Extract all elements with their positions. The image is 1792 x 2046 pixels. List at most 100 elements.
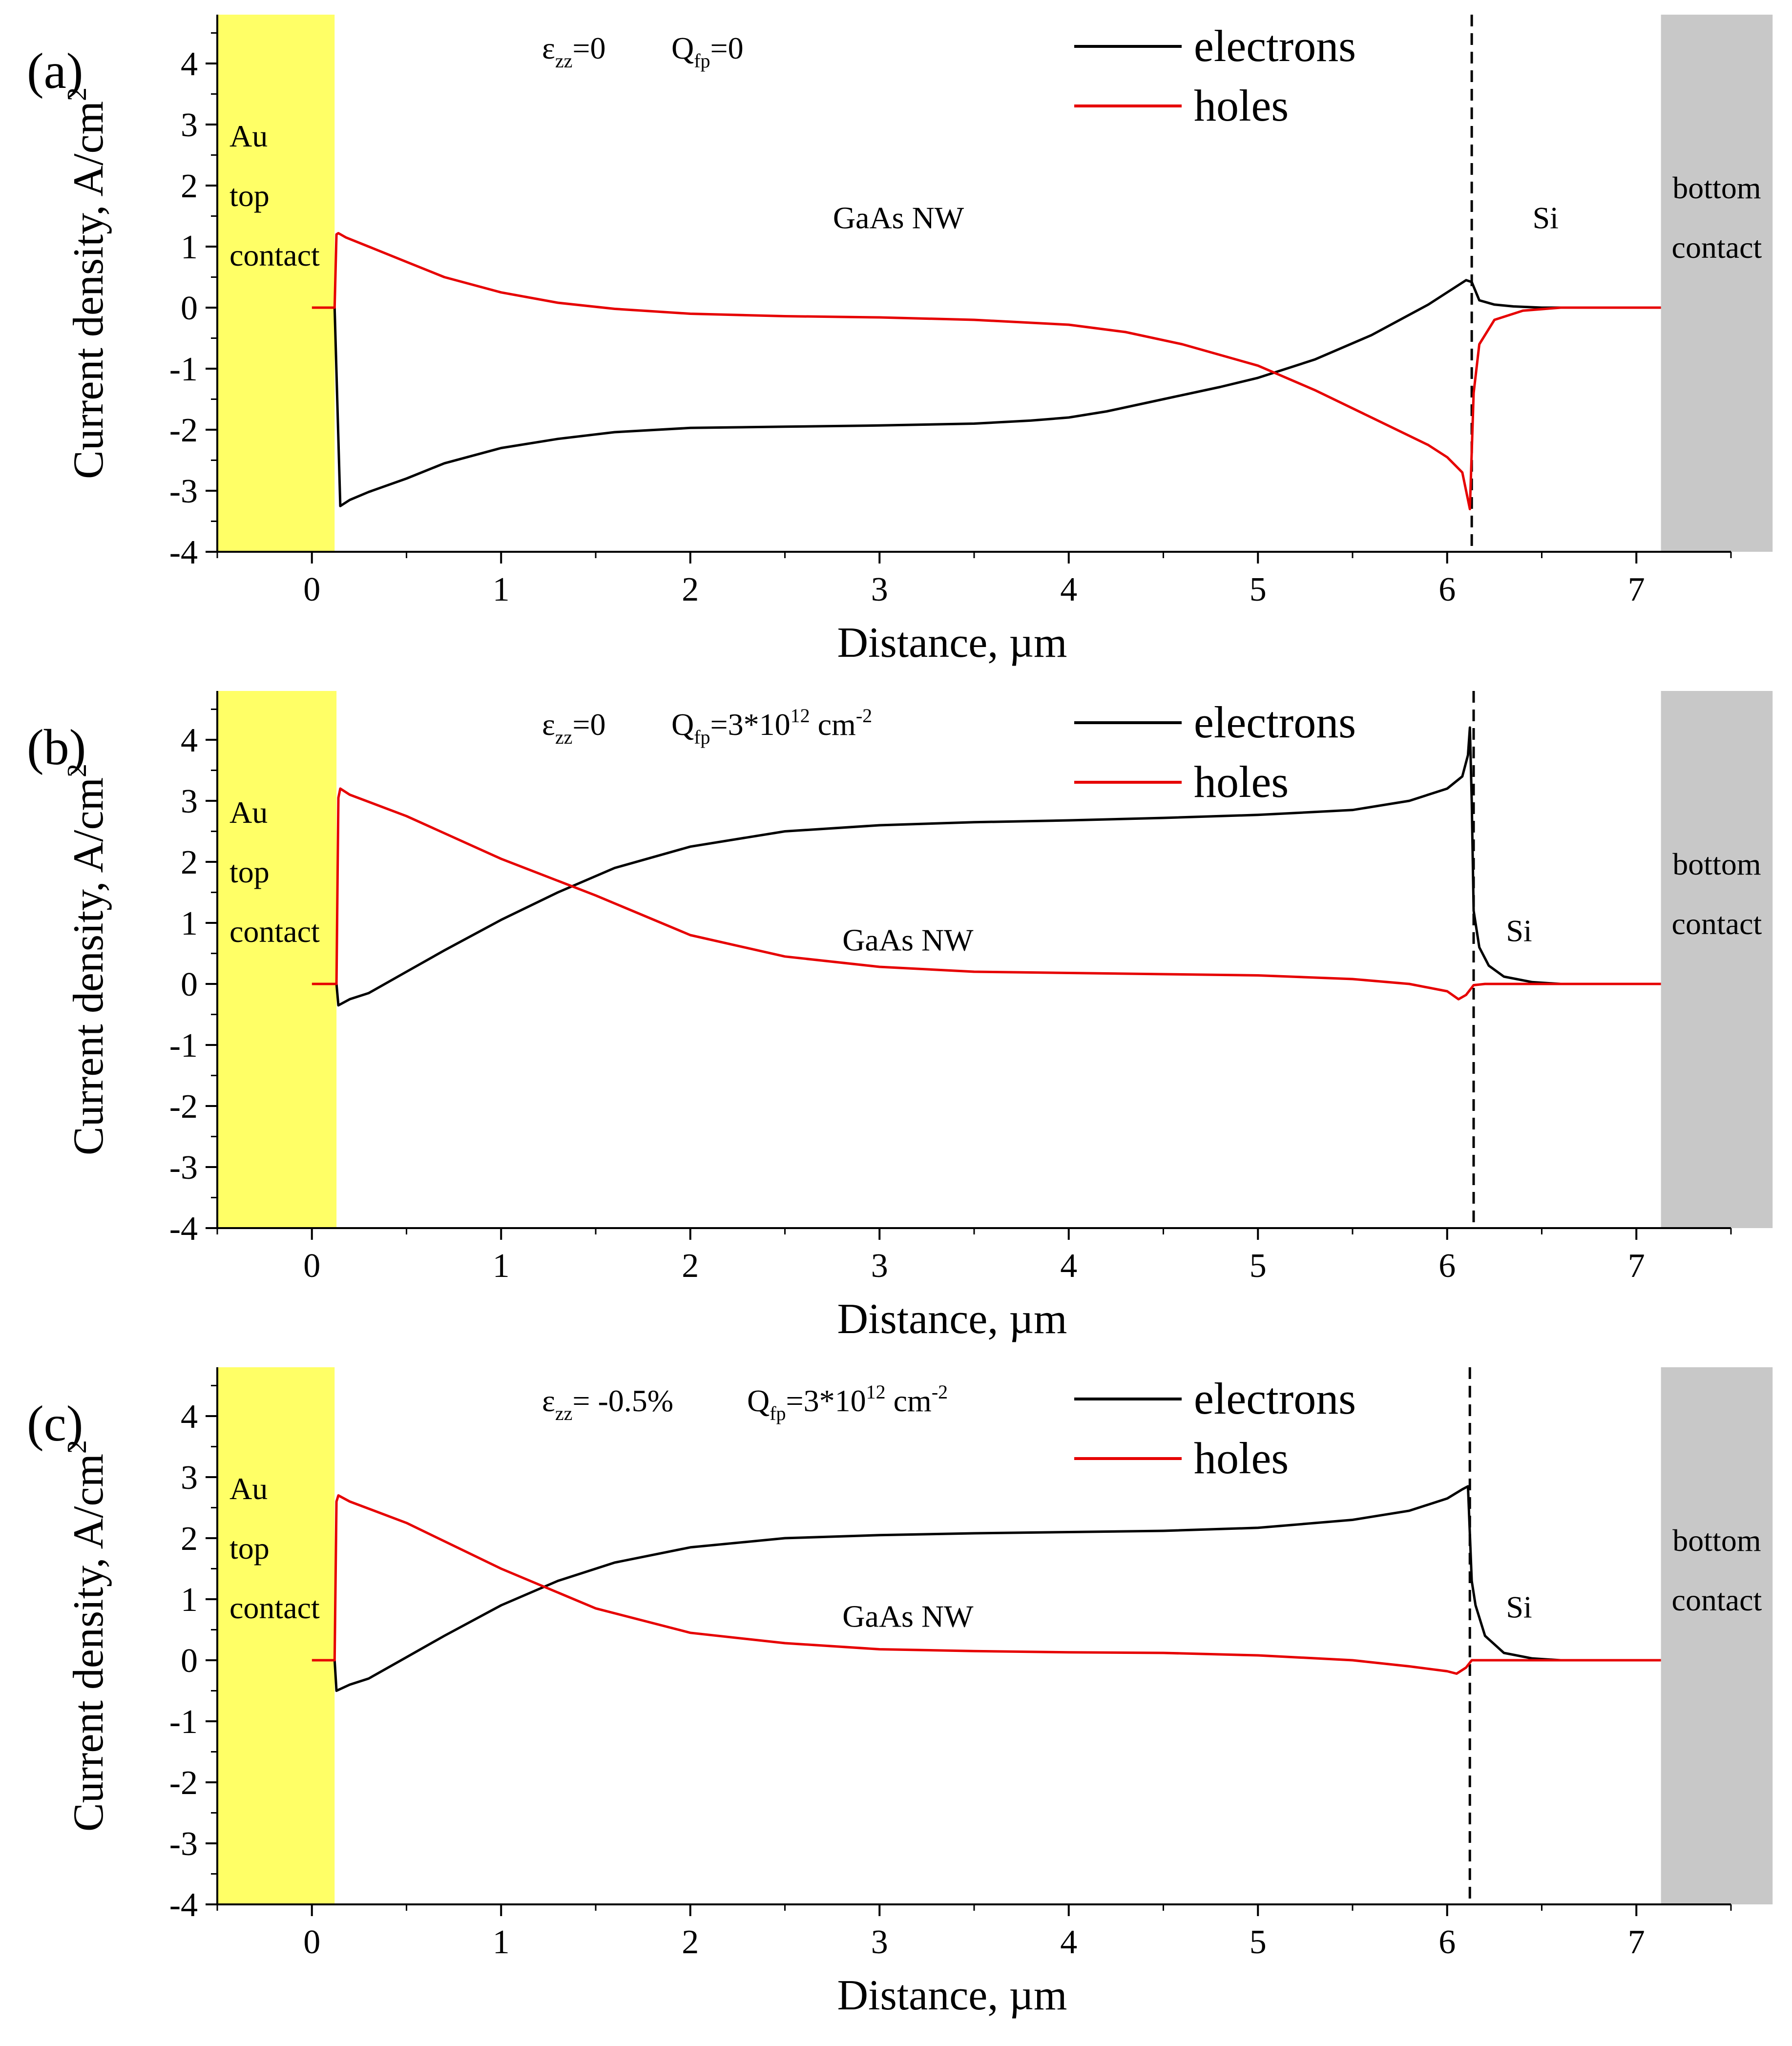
panel-c-y-tick-label: 3	[181, 1459, 198, 1497]
panel-c-x-tick-label: 6	[1438, 1923, 1456, 1961]
panel-c-x-tick-label: 0	[303, 1923, 320, 1961]
panel-a-strain-value: =0	[572, 31, 605, 65]
panel-b-strain-symbol: ε	[542, 707, 555, 742]
panel-a-y-tick-label: 4	[181, 45, 198, 83]
panel-a-y-tick-label: -1	[169, 351, 198, 388]
panel-c-top-contact-label: contact	[229, 1590, 320, 1625]
panel-b-y-tick-label: 1	[181, 905, 198, 942]
panel-b-x-tick-label: 0	[303, 1247, 320, 1285]
panel-b-charge-subscript: fp	[694, 726, 710, 748]
panel-b-y-axis-title-superscript: 2	[62, 764, 92, 777]
panel-a-y-tick-label: 0	[181, 290, 198, 327]
panel-a-x-tick-label: 0	[303, 571, 320, 608]
panel-c-strain-value: = -0.5%	[572, 1383, 673, 1418]
panel-c-top-contact-region	[217, 1367, 335, 1904]
panel-c-bottom-contact-label: bottom	[1672, 1523, 1761, 1558]
panel-b-x-tick-label: 2	[682, 1247, 699, 1285]
panel-c-charge-symbol: Q	[747, 1383, 770, 1418]
panel-a-charge-annotation: Qfp=0	[671, 31, 744, 72]
panel-a-top-contact-region	[217, 15, 335, 552]
panel-b-x-tick-label: 6	[1438, 1247, 1456, 1285]
panel-a-y-axis-title-text: Current density, A/cm	[65, 101, 112, 479]
panel-a-y-axis-title: Current density, A/cm2	[62, 87, 112, 479]
panel-c-charge-annotation: Qfp=3*1012 cm-2	[747, 1381, 948, 1424]
panel-a-x-tick-label: 1	[493, 571, 510, 608]
panel-a-si-label: Si	[1533, 201, 1559, 235]
panel-a-bottom-contact-region	[1661, 15, 1773, 552]
panel-b-charge-symbol: Q	[671, 707, 694, 742]
panel-c-charge-value: =3*10	[786, 1383, 866, 1418]
panel-a-x-tick-label: 2	[682, 571, 699, 608]
panel-b-x-tick-label: 3	[871, 1247, 888, 1285]
panel-b-bottom-contact-region	[1661, 691, 1773, 1228]
panel-b-y-tick-label: 3	[181, 783, 198, 820]
panel-b-charge-value: =3*10	[710, 707, 791, 742]
panel-c-panel-label: (c)	[27, 1396, 83, 1452]
panel-a-panel-label: (a)	[27, 43, 83, 99]
panel-a-y-tick-label: -3	[169, 473, 198, 510]
panel-a-strain-annotation: εzz=0	[542, 31, 605, 72]
panel-c-legend-label-electrons: electrons	[1194, 1374, 1356, 1423]
panel-c-x-tick-label: 2	[682, 1923, 699, 1961]
panel-a-bottom-contact-label: contact	[1672, 230, 1762, 265]
panel-a-series-holes	[312, 232, 1661, 510]
panel-a-x-tick-label: 6	[1438, 571, 1456, 608]
panel-c-x-tick-label: 7	[1628, 1923, 1645, 1961]
panel-c-top-contact-label: Au	[229, 1471, 268, 1506]
panel-b-y-tick-label: 4	[181, 722, 198, 759]
panel-b-gaas-nw-label: GaAs NW	[842, 922, 974, 957]
panel-b-bottom-contact-label: bottom	[1672, 847, 1761, 881]
panel-c-charge-exponent: 12	[866, 1381, 886, 1403]
panel-b-top-contact-label: contact	[229, 914, 320, 949]
panel-a-chart: -4 -3 -2 -1 0 1 2 3 4 0 1 2 3 4 5 6 7 Distance, µm Current…	[27, 15, 1773, 667]
panel-b-legend-label-holes: holes	[1194, 757, 1289, 807]
panel-b-charge-exponent: 12	[791, 705, 810, 727]
panel-c-y-tick-label: 4	[181, 1398, 198, 1436]
panel-a-y-tick-label: 2	[181, 167, 198, 205]
panel-c-series-holes	[312, 1494, 1661, 1675]
panel-b-y-tick-label: -2	[169, 1088, 198, 1126]
panel-b-x-tick-label: 4	[1060, 1247, 1077, 1285]
panel-b-legend-label-electrons: electrons	[1194, 697, 1356, 747]
panel-b-strain-subscript: zz	[555, 726, 573, 748]
panel-b-y-tick-label: -1	[169, 1027, 198, 1065]
panel-b-y-axis-title-text: Current density, A/cm	[65, 777, 112, 1155]
panel-a-top-contact-label: Au	[229, 119, 268, 153]
panel-b-top-contact-label: Au	[229, 795, 268, 830]
panel-c-strain-symbol: ε	[542, 1383, 555, 1418]
panel-a-top-contact-label: top	[229, 178, 270, 213]
panel-a-x-axis-title: Distance, µm	[837, 619, 1067, 667]
panel-b-top-contact-region	[217, 691, 337, 1228]
panel-c-bottom-contact-region	[1661, 1367, 1773, 1904]
panel-a-gaas-nw-label: GaAs NW	[833, 201, 964, 235]
panel-c-y-axis-title-superscript: 2	[62, 1440, 92, 1454]
panel-b-charge-annotation: Qfp=3*1012 cm-2	[671, 705, 872, 748]
panel-c-x-tick-label: 5	[1250, 1923, 1267, 1961]
panel-b-charge-unit: cm	[810, 707, 856, 742]
panel-b-panel-label: (b)	[27, 719, 86, 775]
panel-c-charge-unit-exponent: -2	[932, 1381, 948, 1403]
panel-c-gaas-nw-label: GaAs NW	[842, 1599, 974, 1633]
panel-a-x-tick-label: 4	[1060, 571, 1077, 608]
panel-c-y-tick-label: 0	[181, 1642, 198, 1680]
panel-b-top-contact-label: top	[229, 855, 270, 889]
panel-b-si-label: Si	[1506, 914, 1532, 948]
panel-c-legend-label-holes: holes	[1194, 1433, 1289, 1483]
panel-b-y-axis-title: Current density, A/cm2	[62, 764, 112, 1155]
panel-a-top-contact-label: contact	[229, 238, 320, 272]
panel-c-y-tick-label: 2	[181, 1520, 198, 1558]
panel-a-y-tick-label: -2	[169, 412, 198, 449]
panel-a-y-axis-title-superscript: 2	[62, 87, 92, 101]
panel-a-legend-label-holes: holes	[1194, 81, 1289, 130]
panel-c-y-tick-label: 1	[181, 1581, 198, 1619]
panel-c-charge-subscript: fp	[770, 1402, 786, 1424]
panel-c-x-axis-title: Distance, µm	[837, 1972, 1067, 2019]
panel-a-strain-symbol: ε	[542, 31, 555, 65]
panel-c-bottom-contact-label: contact	[1672, 1583, 1762, 1617]
panel-a-y-tick-label: 1	[181, 229, 198, 266]
panel-b-y-tick-label: 2	[181, 844, 198, 881]
panel-b-series-electrons	[335, 726, 1561, 1007]
panel-b-charge-unit-exponent: -2	[856, 705, 872, 727]
